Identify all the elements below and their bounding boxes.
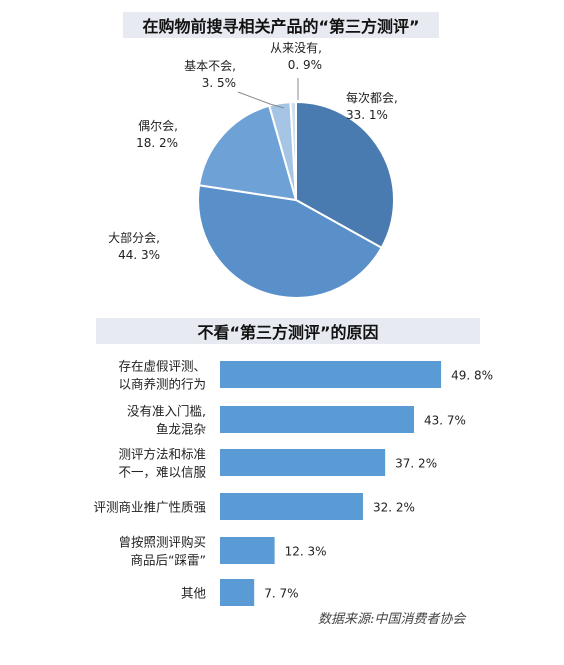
pie-slice-value-label: 0. 9% [288, 58, 322, 72]
bar-category-label: 测评方法和标准 [118, 447, 206, 462]
bar-chart: 49. 8% 存在虚假评测、以商养测的行为 43. 7% 没有准入门槛, 鱼龙混杂 37.… [93, 359, 493, 606]
bar [220, 361, 442, 388]
bar-chart-title: 不看“第三方测评”的原因 [96, 318, 480, 344]
bar-category-label: 以商养测的行为 [118, 377, 206, 392]
pie-slice [197, 104, 298, 202]
bar [220, 537, 275, 564]
pie-chart-title: 在购物前搜寻相关产品的“第三方测评” [123, 12, 439, 38]
bar [220, 579, 255, 606]
pie-slice [197, 184, 383, 300]
pie-slice-label: 每次都会, [346, 90, 398, 105]
pie-slice-value-label: 3. 5% [202, 76, 236, 90]
bar [220, 449, 386, 476]
bar-category-label: 存在虚假评测、 [118, 359, 206, 374]
data-source-note: 数据来源:中国消费者协会 [318, 612, 466, 627]
bar-category-label: 曾按照测评购买 [118, 535, 206, 550]
pie-slice-label: 大部分会, [108, 230, 160, 245]
bar [220, 406, 415, 433]
pie-labels: 每次都会, 33. 1% 大部分会, 44. 3% 偶尔会, 18. 2% 基本不会, 3. … [108, 40, 398, 262]
bar-category-label: 评测商业推广性质强 [93, 500, 206, 515]
bar-category-label: 不一，难以信服 [118, 465, 206, 480]
pie-slice-value-label: 33. 1% [346, 108, 388, 122]
bar-value-label: 49. 8% [451, 369, 493, 383]
bar-category-label: 商品后“踩雷” [131, 553, 206, 568]
bar-category-label: 鱼龙混杂 [156, 422, 206, 437]
pie-slice-label: 基本不会, [184, 59, 236, 73]
pie-slice-label: 偶尔会, [138, 118, 178, 133]
pie-chart [197, 100, 395, 300]
bar-value-label: 12. 3% [285, 545, 327, 559]
bar-value-label: 32. 2% [373, 501, 415, 515]
pie-slice-value-label: 44. 3% [118, 248, 160, 262]
pie-slice [295, 100, 395, 250]
pie-slice [289, 100, 297, 201]
bar [220, 493, 363, 520]
pie-slice-label: 从来没有, [270, 40, 322, 55]
pie-leader-line [237, 91, 285, 109]
bar-value-label: 43. 7% [424, 414, 466, 428]
bar-value-label: 7. 7% [264, 587, 298, 601]
bar-value-label: 37. 2% [395, 457, 437, 471]
pie-slice-value-label: 18. 2% [136, 136, 178, 150]
bar-category-label: 其他 [181, 586, 207, 601]
bar-category-label: 没有准入门槛, [127, 404, 206, 419]
